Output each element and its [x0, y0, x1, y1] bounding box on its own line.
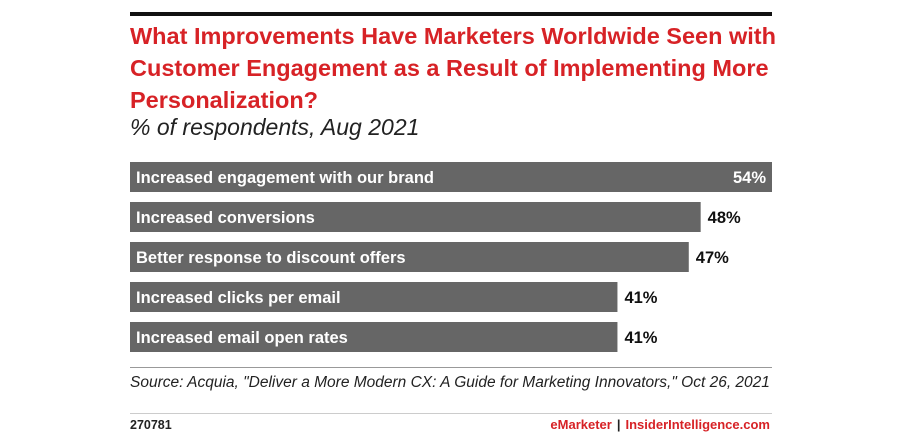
bar-value-label: 54%	[733, 169, 766, 187]
bar-value-label: 41%	[624, 289, 657, 307]
brand-separator: |	[616, 417, 621, 432]
bar-value-label: 41%	[624, 329, 657, 347]
chart-subtitle: % of respondents, Aug 2021	[130, 114, 420, 140]
brand-emarketer: eMarketer	[550, 417, 612, 432]
chart-id: 270781	[130, 418, 172, 432]
bar	[130, 322, 618, 352]
bar	[130, 242, 689, 272]
bar-category-label: Increased engagement with our brand	[136, 169, 434, 187]
bar-value-label: 48%	[708, 209, 741, 227]
bar-category-label: Better response to discount offers	[136, 249, 406, 267]
brand-insider-intelligence: InsiderIntelligence.com	[625, 417, 771, 432]
bar	[130, 202, 701, 232]
footer-divider	[130, 413, 772, 414]
top-rule	[130, 12, 772, 16]
bar-category-label: Increased clicks per email	[136, 289, 341, 307]
bar-category-label: Increased email open rates	[136, 329, 348, 347]
brand-credit: eMarketer | InsiderIntelligence.com	[550, 417, 770, 432]
bar	[130, 282, 618, 312]
source-note: Source: Acquia, "Deliver a More Modern C…	[130, 374, 770, 391]
bar-value-label: 47%	[696, 249, 729, 267]
chart-title: What Improvements Have Marketers Worldwi…	[130, 23, 776, 113]
bar	[130, 162, 772, 192]
bar-category-label: Increased conversions	[136, 209, 315, 227]
source-divider	[130, 367, 772, 368]
